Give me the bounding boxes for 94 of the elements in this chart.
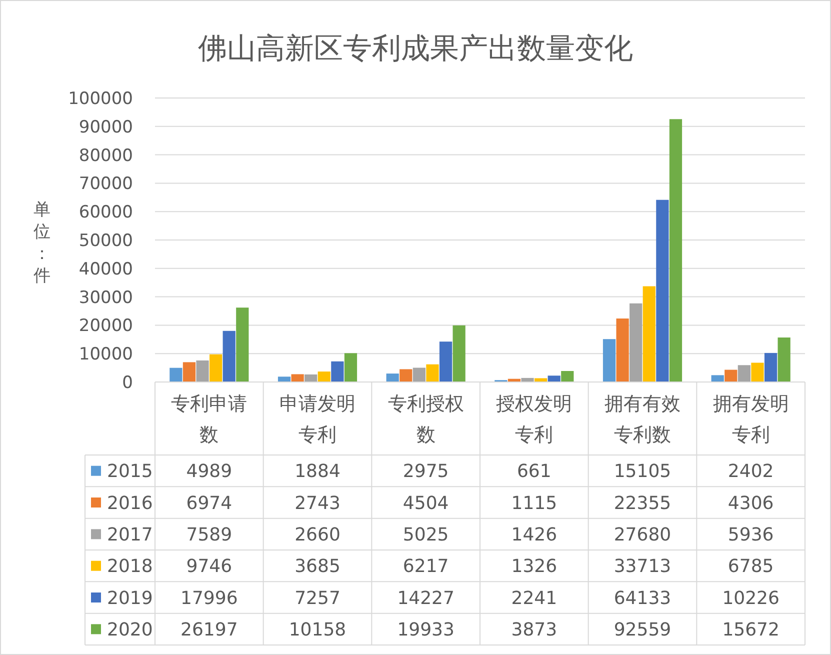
bar [561,371,574,382]
data-label: 6785 [728,556,774,578]
data-label: 9746 [186,556,232,578]
bar [304,374,318,382]
data-label: 22355 [614,492,672,514]
bar [210,354,222,382]
data-label: 3685 [294,556,340,578]
bar [452,325,466,382]
x-tick-label: 申请发明专利 [280,393,356,446]
y-tick-label: 80000 [78,146,133,166]
bar [642,286,656,382]
data-label: 661 [516,461,552,482]
bar [534,378,548,382]
data-label: 33713 [614,556,672,578]
legend-label: 2020 [107,619,153,640]
y-tick-label: 50000 [78,230,133,251]
x-tick-label: 拥有发明专利 [712,393,789,446]
y-tick-label: 20000 [78,316,133,336]
legend-label: 2019 [107,588,153,609]
bar [278,376,291,382]
data-label: 1884 [294,461,340,482]
data-label: 2743 [294,492,340,514]
x-tick-label: 拥有有效专利数 [604,393,680,446]
bar [764,352,778,382]
data-label: 6974 [186,492,232,514]
bar [291,374,304,382]
data-label: 26197 [180,619,238,640]
data-label: 1426 [511,524,558,546]
bar [412,368,426,382]
bar [400,369,412,382]
y-tick-label: 100000 [68,88,133,109]
y-tick-label: 90000 [78,117,133,138]
x-tick-label: 专利授权数 [388,393,464,446]
data-label: 15105 [614,461,672,482]
bar [656,200,669,382]
y-tick-label: 70000 [78,174,133,194]
data-label: 17996 [180,588,238,609]
data-label: 2402 [728,461,774,482]
bar [630,303,642,382]
data-label: 19933 [397,619,454,640]
bar [426,364,439,382]
x-tick-label: 专利申请数 [171,393,248,446]
data-label: 4504 [402,492,449,514]
bar [439,342,452,382]
legend-label: 2018 [107,556,153,578]
data-label: 4306 [728,492,774,514]
chart-title: 佛山高新区专利成果产出数量变化 [198,31,633,65]
y-tick-label: 10000 [78,344,133,365]
bar [738,365,750,382]
data-label: 92559 [614,619,672,640]
bar [331,361,344,382]
bar [616,318,629,382]
bar [751,362,764,382]
bar [170,368,182,382]
data-label: 2241 [511,588,558,609]
bar [602,339,616,382]
data-label: 1115 [511,492,558,514]
y-tick-label: 40000 [78,259,133,280]
bar [548,376,560,382]
data-label: 27680 [614,524,672,546]
bar [724,370,738,382]
data-label: 6217 [402,556,449,578]
data-label: 4989 [186,461,232,482]
data-label: 14227 [397,588,454,609]
data-label: 5025 [402,524,449,546]
bar [669,119,682,382]
legend-label: 2017 [107,524,153,546]
data-label: 15672 [722,619,780,640]
data-label: 2975 [402,461,449,482]
bar [222,330,236,382]
bar [196,360,209,382]
data-label: 2660 [294,524,340,546]
y-axis-title: 单位：件 [34,200,50,286]
bar [344,353,358,382]
bar [711,375,724,382]
bar [386,374,399,382]
data-label: 5936 [728,524,774,546]
bar [318,372,330,382]
y-tick-label: 30000 [78,288,133,308]
legend-label: 2016 [107,492,153,514]
y-tick-label: 60000 [78,202,133,223]
data-label: 64133 [614,588,672,609]
data-label: 7257 [294,588,340,609]
data-label: 10158 [288,619,346,640]
x-tick-label: 授权发明专利 [496,393,572,446]
data-label: 7589 [186,524,232,546]
data-label: 1326 [511,556,558,578]
data-label: 10226 [722,588,780,609]
y-tick-label: 0 [122,372,133,393]
bar [778,337,790,382]
data-label: 3873 [511,619,558,640]
bar [236,308,249,382]
bar [182,362,196,382]
legend-label: 2015 [107,461,153,482]
